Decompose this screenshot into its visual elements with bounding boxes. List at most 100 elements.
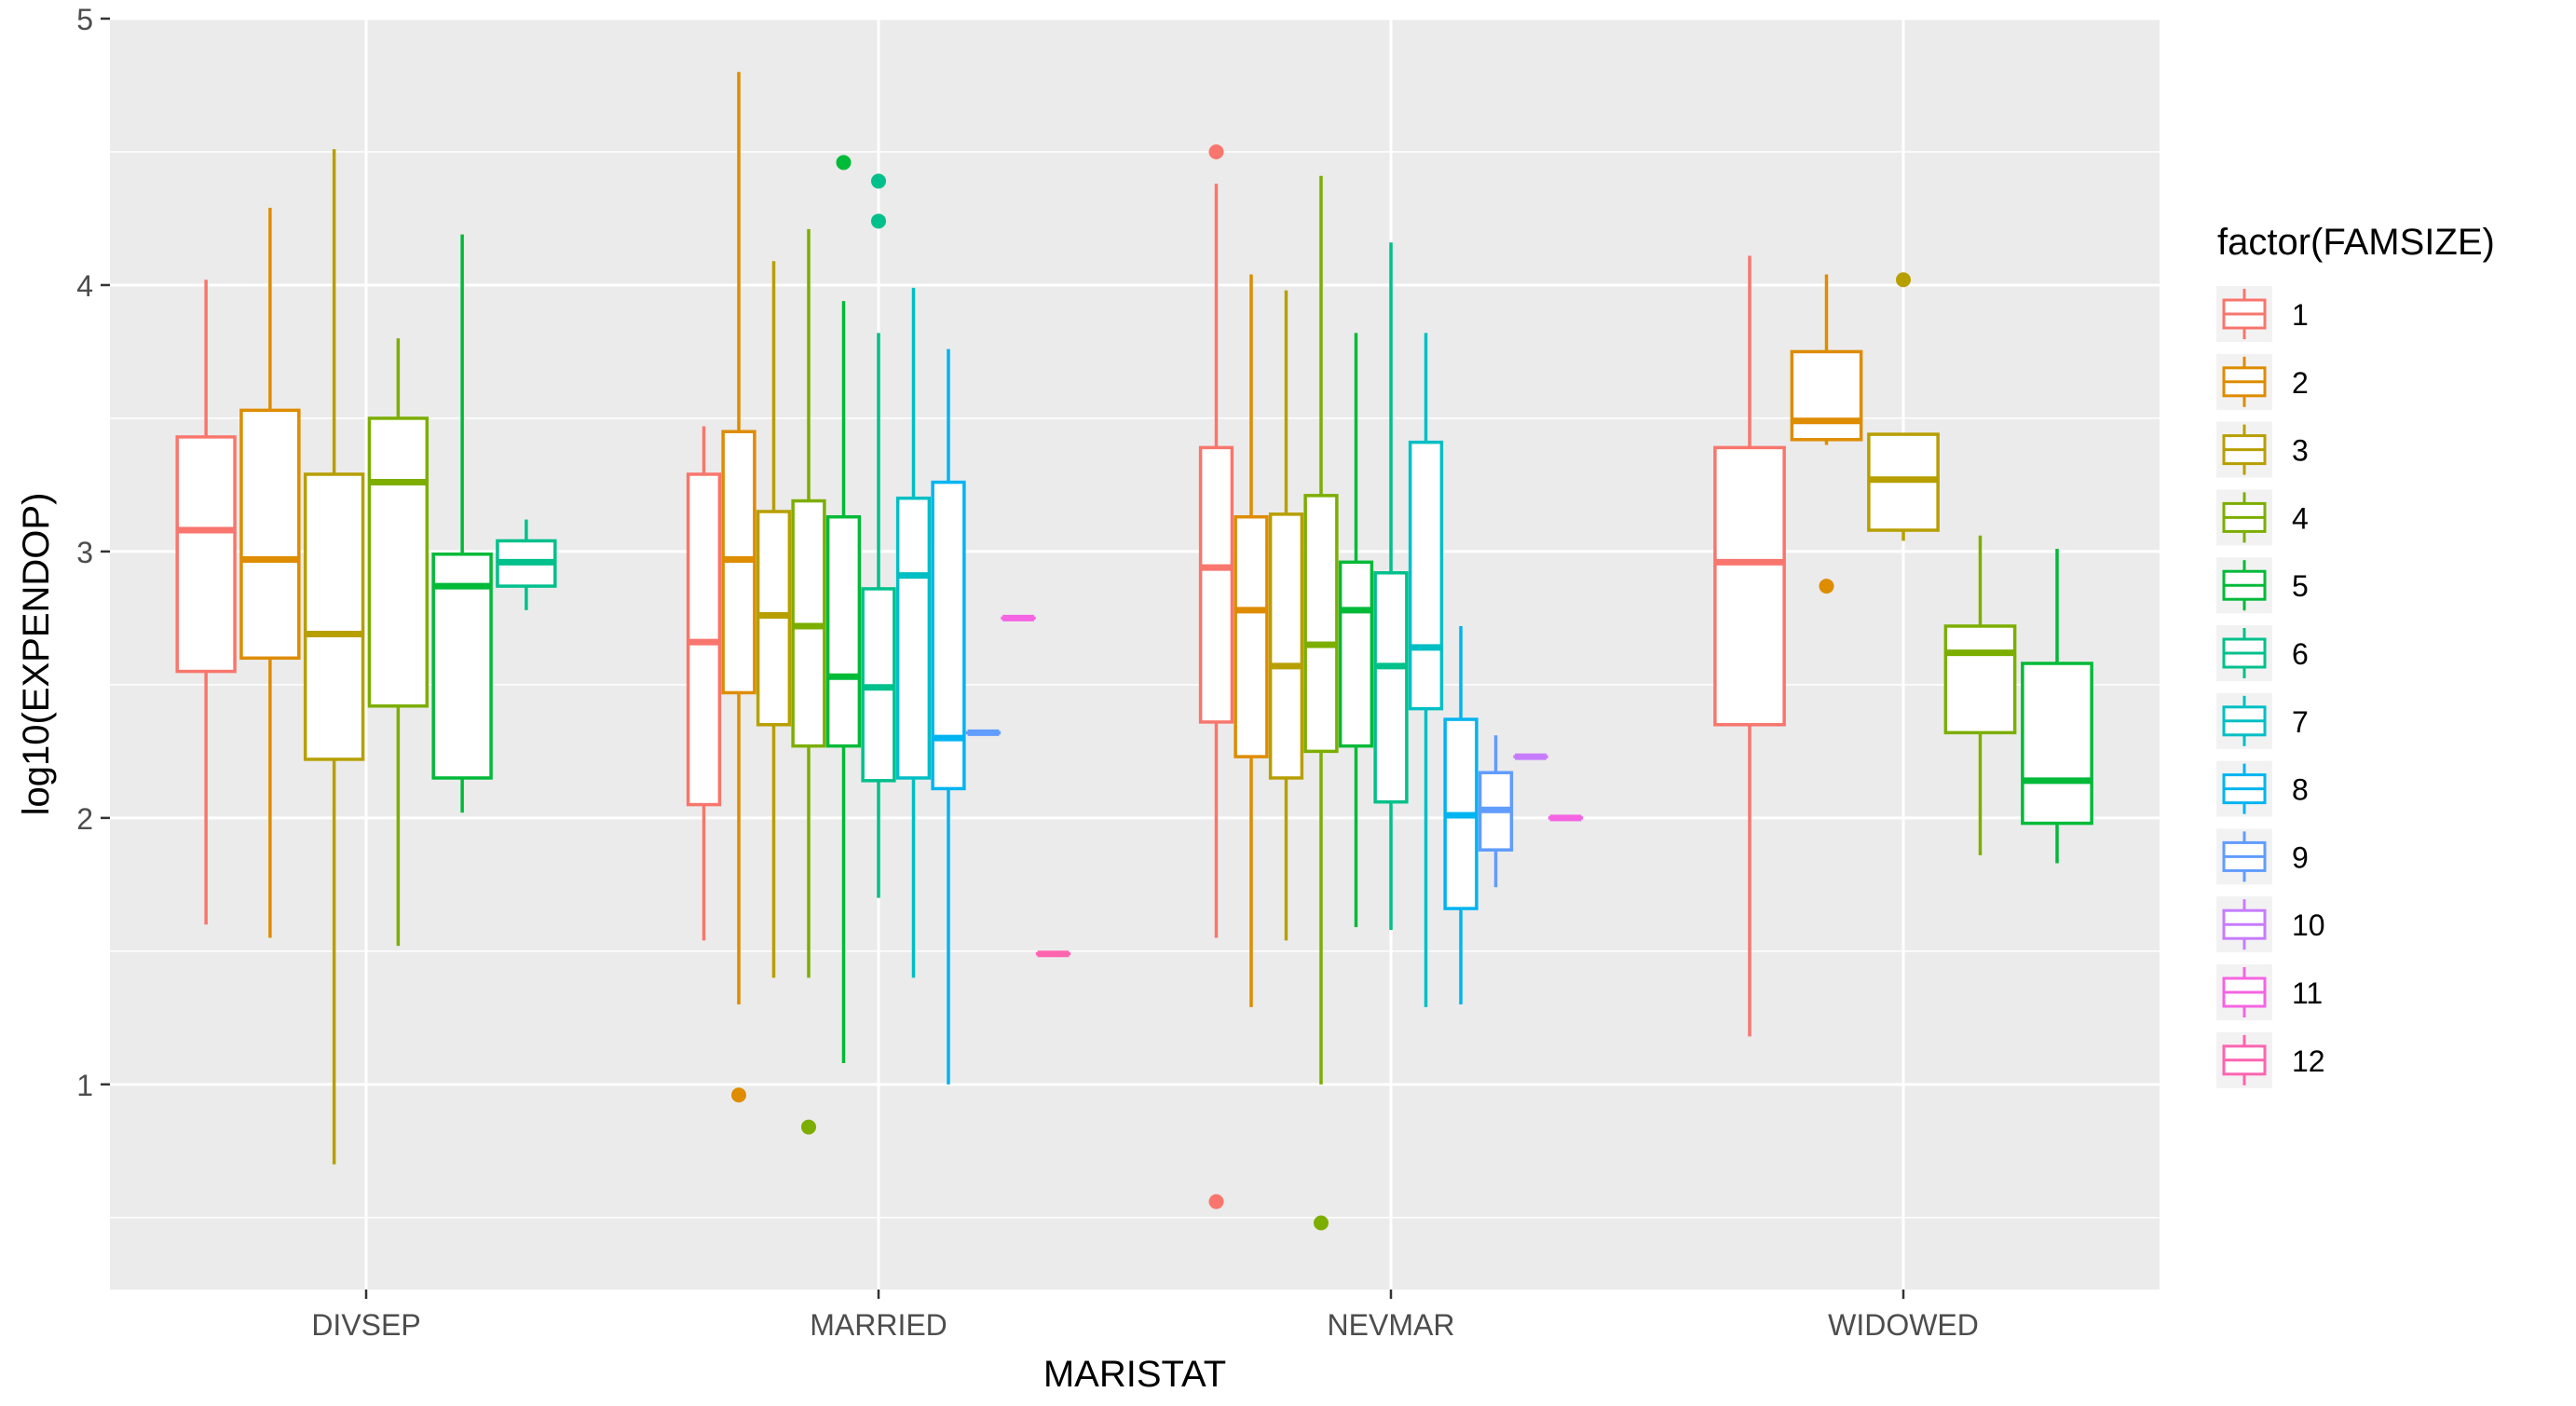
- box-body: [1408, 440, 1444, 711]
- x-axis-title: MARISTAT: [1043, 1354, 1226, 1395]
- outlier-point: [731, 1087, 746, 1103]
- box-body: [895, 496, 932, 780]
- box-famsize-2-widowed: [1790, 274, 1863, 594]
- box-body: [1943, 624, 2017, 735]
- box-famsize-1-divsep: [175, 280, 237, 925]
- legend-key-3: 3: [2216, 421, 2309, 478]
- legend-key-2: 2: [2216, 353, 2309, 410]
- box-famsize-3-widowed: [1867, 272, 1940, 541]
- box-famsize-3-divsep: [303, 149, 365, 1165]
- box-famsize-7-nevmar: [1408, 333, 1444, 1007]
- legend-key-8: 8: [2216, 760, 2309, 817]
- box-body: [303, 472, 365, 761]
- box-famsize-4-nevmar: [1303, 175, 1339, 1231]
- legend-title: factor(FAMSIZE): [2217, 222, 2495, 263]
- box-famsize-6-nevmar: [1373, 242, 1409, 930]
- box-body: [1233, 514, 1269, 758]
- outlier-point: [1314, 1215, 1329, 1231]
- y-tick-label: 5: [76, 3, 93, 36]
- box-famsize-4-divsep: [367, 338, 429, 947]
- x-tick-label: MARRIED: [810, 1308, 947, 1342]
- box-famsize-3-married: [756, 261, 792, 978]
- box-famsize-2-nevmar: [1233, 274, 1269, 1007]
- legend-label: 5: [2292, 569, 2309, 603]
- legend-label: 3: [2292, 434, 2309, 468]
- legend-label: 8: [2292, 773, 2309, 807]
- boxes-layer: [175, 72, 2093, 1231]
- legend-label: 1: [2292, 298, 2309, 332]
- outlier-point: [801, 1119, 816, 1135]
- outlier-point: [1208, 1194, 1224, 1209]
- box-body: [1373, 571, 1409, 804]
- box-body: [1198, 445, 1234, 724]
- outlier-point: [1208, 143, 1224, 159]
- y-axis: 1 2 3 4 5: [76, 3, 110, 1102]
- legend-key-6: 6: [2216, 625, 2309, 681]
- box-famsize-8-married: [931, 348, 966, 1085]
- legend-key-11: 11: [2216, 964, 2323, 1020]
- legend-label: 12: [2292, 1044, 2325, 1078]
- box-body: [367, 416, 429, 708]
- box-body: [2021, 662, 2093, 826]
- legend-key-5: 5: [2216, 557, 2309, 614]
- legend-key-9: 9: [2216, 828, 2309, 885]
- box-famsize-9-nevmar: [1478, 735, 1514, 888]
- box-famsize-1-nevmar: [1198, 143, 1234, 1209]
- box-body: [931, 480, 966, 791]
- x-tick-label: DIVSEP: [311, 1308, 420, 1342]
- box-body: [175, 435, 237, 674]
- box-body: [1268, 512, 1304, 780]
- legend-key-10: 10: [2216, 896, 2325, 953]
- box-famsize-6-divsep: [496, 519, 557, 610]
- box-famsize-3-nevmar: [1268, 290, 1304, 941]
- y-tick-label: 1: [76, 1069, 93, 1102]
- box-famsize-8-nevmar: [1443, 625, 1479, 1005]
- legend-label: 10: [2292, 908, 2325, 942]
- box-famsize-5-divsep: [431, 234, 493, 813]
- box-body: [239, 408, 301, 661]
- box-famsize-4-widowed: [1943, 535, 2017, 855]
- legend-key-12: 12: [2216, 1031, 2325, 1088]
- box-body: [1713, 445, 1786, 727]
- box-body: [1303, 494, 1339, 754]
- box-famsize-5-nevmar: [1338, 333, 1374, 928]
- box-famsize-2-divsep: [239, 208, 301, 938]
- box-famsize-1-married: [686, 426, 722, 941]
- box-body: [825, 514, 862, 748]
- legend-label: 11: [2292, 976, 2323, 1010]
- box-famsize-5-widowed: [2021, 549, 2093, 864]
- x-axis: DIVSEP MARRIED NEVMAR WIDOWED: [311, 1290, 1979, 1342]
- legend-key-4: 4: [2216, 489, 2309, 546]
- box-famsize-2-married: [721, 72, 756, 1103]
- legend-key-1: 1: [2216, 286, 2309, 342]
- y-tick-label: 2: [76, 802, 93, 836]
- box-famsize-4-married: [791, 228, 826, 1135]
- outlier-point: [1819, 579, 1834, 594]
- major-gridlines: [110, 17, 2160, 1290]
- outlier-point: [871, 173, 886, 189]
- box-famsize-7-married: [895, 287, 932, 978]
- legend-label: 4: [2292, 501, 2309, 535]
- box-body: [1338, 560, 1374, 748]
- legend-key-7: 7: [2216, 692, 2309, 749]
- x-tick-label: NEVMAR: [1328, 1308, 1455, 1342]
- y-tick-label: 3: [76, 536, 93, 569]
- legend-label: 9: [2292, 840, 2309, 874]
- y-axis-title: log10(EXPENDOP): [16, 493, 57, 816]
- box-famsize-5-married: [825, 155, 862, 1063]
- box-body: [431, 553, 493, 780]
- legend-label: 6: [2292, 637, 2309, 671]
- box-body: [1790, 349, 1863, 442]
- outlier-point: [871, 213, 886, 229]
- legend-label: 2: [2292, 366, 2309, 400]
- y-tick-label: 4: [76, 269, 93, 303]
- outlier-point: [836, 155, 852, 171]
- x-tick-label: WIDOWED: [1828, 1308, 1979, 1342]
- legend-label: 7: [2292, 705, 2309, 739]
- box-famsize-1-widowed: [1713, 255, 1786, 1037]
- box-famsize-6-married: [861, 173, 896, 898]
- outlier-point: [1896, 272, 1911, 288]
